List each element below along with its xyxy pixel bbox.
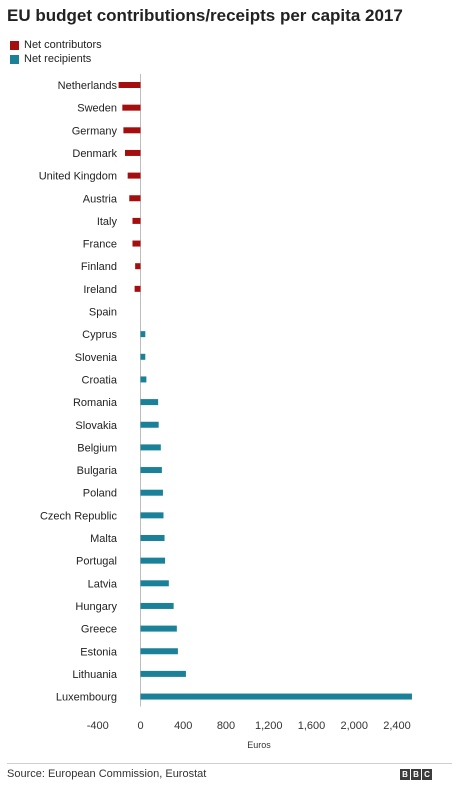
category-label: Austria — [83, 193, 118, 205]
bar — [140, 489, 163, 496]
legend-label-contributors: Net contributors — [24, 39, 102, 51]
bar — [125, 149, 141, 156]
category-label: Greece — [81, 624, 117, 636]
category-label: Portugal — [76, 556, 117, 568]
category-label: Ireland — [83, 284, 117, 296]
category-label: Bulgaria — [77, 465, 118, 477]
legend-item-recipients: Net recipients — [10, 52, 102, 66]
x-tick-label: 0 — [137, 720, 143, 732]
chart-legend: Net contributors Net recipients — [10, 38, 102, 66]
bar — [140, 399, 159, 406]
bar — [140, 670, 186, 677]
category-label: Poland — [83, 488, 117, 500]
category-label: Croatia — [82, 374, 118, 386]
bar — [140, 512, 164, 519]
bar — [140, 602, 174, 609]
category-label: Sweden — [77, 103, 117, 115]
bar — [140, 693, 412, 700]
bar — [140, 557, 166, 564]
bar — [140, 580, 169, 587]
x-tick-label: 1,600 — [298, 720, 326, 732]
logo-letter: B — [411, 769, 421, 780]
bar — [140, 331, 146, 338]
bar — [134, 285, 141, 292]
legend-swatch-recipients — [10, 54, 19, 64]
category-label: United Kingdom — [39, 171, 117, 183]
chart-title: EU budget contributions/receipts per cap… — [7, 6, 403, 25]
category-label: France — [83, 239, 117, 251]
x-axis-title: Euros — [247, 740, 271, 750]
category-label: Cyprus — [82, 329, 117, 341]
category-label: Estonia — [80, 646, 118, 658]
legend-swatch-contributors — [10, 40, 19, 50]
category-label: Belgium — [77, 442, 117, 454]
bbc-logo: B B C — [400, 769, 432, 780]
bar — [140, 467, 162, 474]
bar — [140, 648, 178, 655]
bar — [132, 217, 141, 224]
x-tick-label: 2,000 — [340, 720, 368, 732]
bar — [140, 625, 177, 632]
bar — [132, 240, 141, 247]
category-label: Spain — [89, 307, 117, 319]
category-label: Latvia — [88, 578, 118, 590]
category-label: Czech Republic — [40, 510, 118, 522]
category-label: Malta — [90, 533, 118, 545]
x-tick-label: 800 — [217, 720, 235, 732]
category-label: Denmark — [72, 148, 117, 160]
bar — [135, 263, 141, 270]
x-tick-label: 2,400 — [383, 720, 411, 732]
category-label: Italy — [97, 216, 118, 228]
logo-letter: C — [422, 769, 432, 780]
bar — [122, 104, 141, 111]
bar — [140, 353, 146, 360]
bar — [140, 376, 147, 383]
category-label: Luxembourg — [56, 692, 117, 704]
category-label: Slovakia — [75, 420, 117, 432]
category-label: Slovenia — [75, 352, 118, 364]
bar — [123, 127, 141, 134]
bar — [118, 82, 141, 88]
bar — [140, 535, 165, 541]
bar — [127, 172, 141, 179]
category-label: Netherlands — [58, 80, 118, 92]
x-tick-label: 400 — [174, 720, 192, 732]
footer-divider — [7, 763, 452, 764]
bar — [140, 444, 161, 451]
x-tick-label: 1,200 — [255, 720, 283, 732]
category-label: Finland — [81, 261, 117, 273]
source-note: Source: European Commission, Eurostat — [7, 768, 207, 780]
legend-item-contributors: Net contributors — [10, 38, 102, 52]
category-label: Romania — [73, 397, 118, 409]
logo-letter: B — [400, 769, 410, 780]
category-label: Hungary — [75, 601, 117, 613]
bar — [140, 421, 159, 428]
category-label: Germany — [72, 125, 118, 137]
legend-label-recipients: Net recipients — [24, 53, 92, 65]
x-tick-label: -400 — [87, 720, 109, 732]
category-label: Lithuania — [72, 669, 118, 681]
bar — [129, 195, 141, 202]
